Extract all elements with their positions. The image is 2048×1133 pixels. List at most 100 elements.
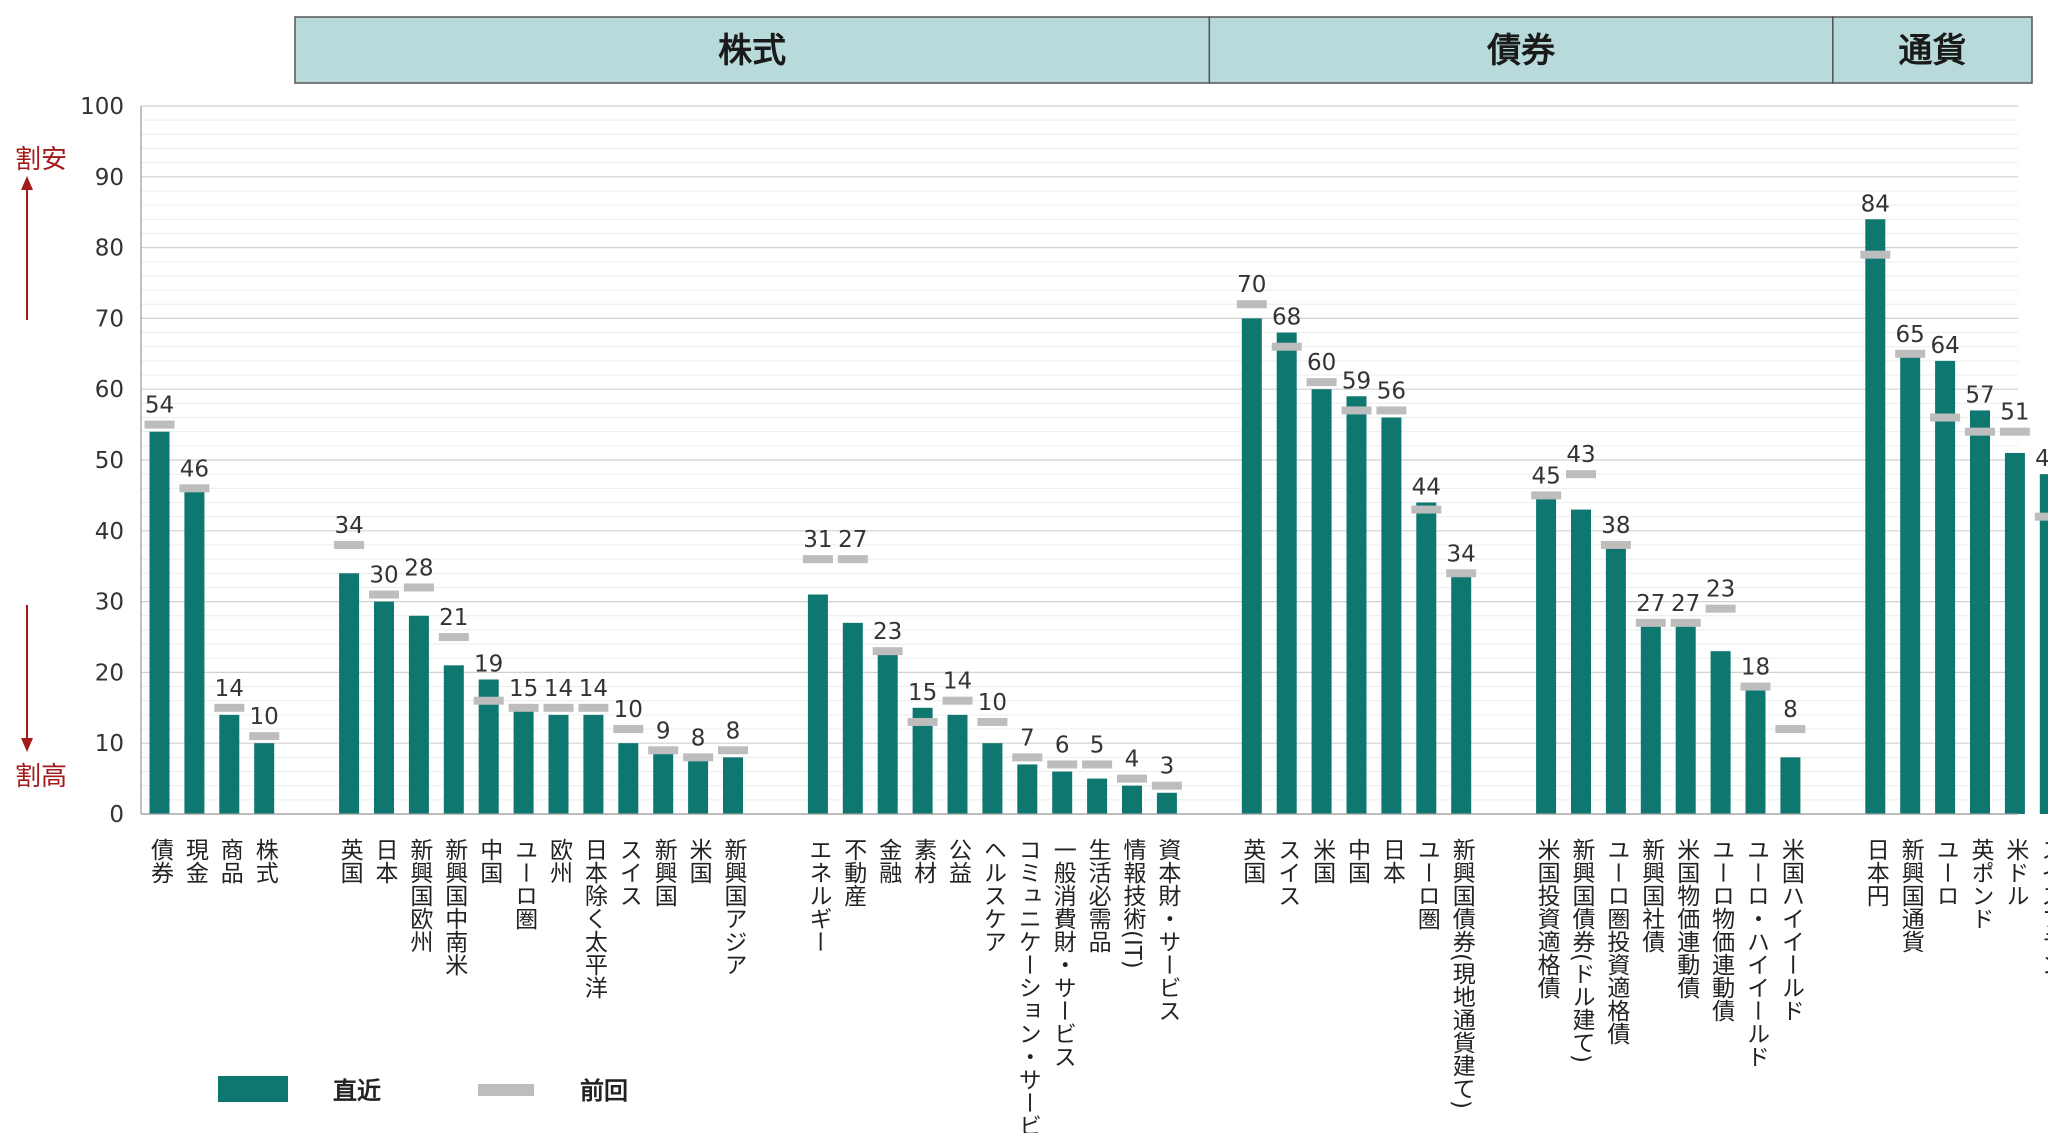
marker-previous (1531, 491, 1562, 500)
data-label: 48 (2035, 446, 2048, 472)
data-label: 8 (726, 718, 741, 744)
data-label: 60 (1307, 350, 1336, 376)
marker-previous (2034, 512, 2048, 521)
marker-previous (1376, 406, 1407, 415)
category-label: 中国 (476, 838, 503, 884)
marker-previous (1082, 760, 1113, 769)
data-label: 70 (1237, 272, 1266, 298)
bar-current (2039, 474, 2048, 814)
axis-layer: 割安 割高 0 10 20 30 40 50 60 70 80 90 100 (15, 94, 2018, 828)
category-label: スイス (1274, 838, 1300, 907)
marker-previous (1930, 413, 1961, 422)
bar-current (1675, 622, 1696, 814)
legend: 直近 前回 (218, 1076, 628, 1105)
bar-current (184, 488, 205, 814)
category-label: 米国 (1309, 838, 1337, 884)
marker-previous (179, 484, 210, 493)
y-tick-label: 40 (95, 519, 124, 545)
bar-current (1311, 389, 1332, 814)
bar-current (408, 615, 429, 814)
category-label: 資本財・サービス (1154, 838, 1182, 1022)
category-label: 債券 (147, 838, 175, 884)
category-label: ヘルスケア (979, 838, 1006, 953)
data-label: 51 (2000, 400, 2029, 426)
data-label: 84 (1861, 191, 1890, 217)
bar-current (1970, 410, 1990, 814)
category-label: ユーロ・ハイイールド (1743, 838, 1769, 1068)
marker-previous (543, 703, 574, 712)
header-section (1208, 16, 1834, 84)
category-label: 日本 (371, 838, 399, 884)
bar-current (1536, 495, 1557, 814)
legend-swatch-current (218, 1076, 288, 1102)
category-label: 日本除く太平洋 (580, 838, 608, 999)
marker-previous (648, 746, 679, 755)
marker-previous (1705, 604, 1736, 613)
bar-current (1416, 502, 1437, 814)
data-label: 14 (215, 676, 244, 702)
category-label: 一般消費財・サービス (1049, 838, 1077, 1068)
category-label: 公益 (945, 838, 972, 884)
category-label: 株式 (251, 838, 279, 884)
data-label: 59 (1342, 368, 1371, 394)
data-label: 15 (908, 680, 937, 706)
data-label: 46 (180, 456, 209, 482)
category-label: 現金 (181, 838, 209, 884)
side-label-expensive: 割高 (15, 762, 67, 792)
y-tick-label: 60 (95, 377, 124, 403)
data-label: 8 (691, 725, 706, 751)
bar-current (877, 651, 898, 814)
bar-current (1935, 360, 1956, 814)
bar-current (219, 714, 240, 814)
bar-current (1241, 318, 1262, 814)
marker-previous (1012, 753, 1043, 762)
category-label: スイス (615, 838, 641, 907)
marker-previous (1999, 427, 2030, 436)
data-label: 64 (1930, 333, 1959, 359)
marker-previous (1117, 774, 1147, 783)
marker-previous (369, 590, 399, 599)
data-label: 34 (334, 513, 363, 539)
marker-previous (1446, 569, 1477, 578)
category-label: 生活必需品 (1084, 838, 1112, 953)
category-label: 英国 (336, 838, 364, 884)
category-label: コミュニケーション・サービス (1014, 838, 1041, 1133)
bar-current (1122, 785, 1142, 814)
bar-current (1451, 573, 1472, 814)
bar-current (1381, 417, 1402, 814)
data-label: 34 (1447, 541, 1476, 567)
category-label: 英国 (1239, 838, 1267, 884)
data-label: 57 (1965, 382, 1994, 408)
category-label: 新興国通貨 (1897, 838, 1925, 953)
data-label: 15 (509, 676, 538, 702)
data-label: 7 (1020, 725, 1035, 751)
category-label: 新興国債券(ドル建て) (1568, 838, 1596, 1063)
category-label: 米国投資適格債 (1533, 838, 1561, 999)
data-label: 23 (1706, 577, 1735, 603)
bar-current (1900, 353, 1921, 814)
previous-marker-layer (144, 250, 2048, 790)
bar-current (807, 594, 828, 814)
marker-previous (683, 753, 714, 762)
data-label: 23 (873, 619, 902, 645)
bar-current (842, 622, 863, 814)
y-tick-label: 80 (95, 236, 124, 262)
category-label: 新興国債券(現地通貨建て) (1448, 838, 1476, 1109)
data-label: 10 (978, 690, 1007, 716)
y-tick-label: 10 (95, 731, 124, 757)
bar-current (947, 714, 968, 814)
marker-previous (508, 703, 539, 712)
data-label: 54 (145, 393, 174, 419)
marker-previous (1635, 618, 1666, 627)
category-label: 米ドル (2002, 838, 2030, 907)
data-label: 9 (656, 718, 671, 744)
category-label: ユーロ (1932, 838, 1958, 907)
category-label: 情報技術(IT) (1119, 838, 1147, 969)
bar-current (688, 757, 709, 814)
bar-current (149, 431, 170, 814)
bar-current (653, 750, 674, 814)
category-label: 米国物価連動債 (1673, 838, 1701, 999)
marker-previous (1600, 540, 1631, 549)
